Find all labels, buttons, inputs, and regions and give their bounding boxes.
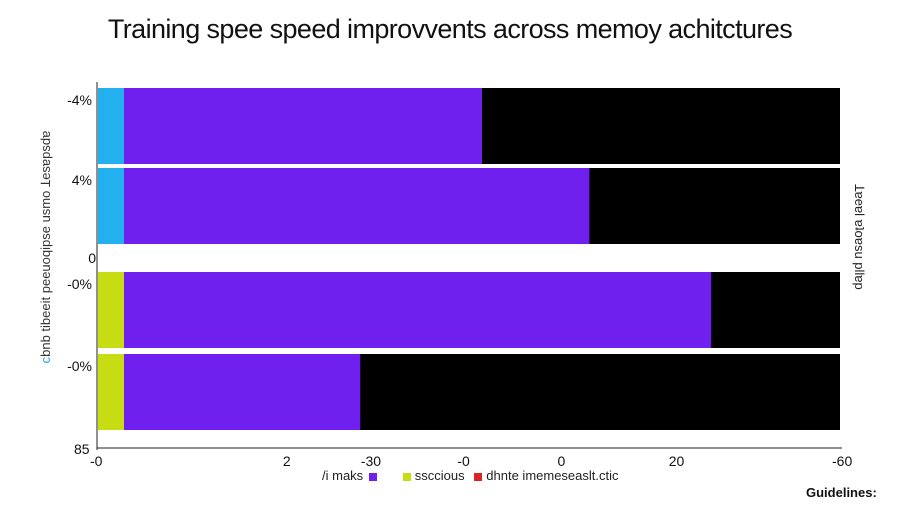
legend-label-1: ssccious bbox=[414, 468, 465, 483]
legend: /i maks ssccious dhnte imemeseaslt.ctic bbox=[322, 468, 619, 483]
bar-1 bbox=[124, 168, 590, 244]
x-tick-label-1: 2 bbox=[282, 453, 291, 469]
y-axis-label-left-accent: c bbox=[38, 356, 53, 364]
bar-prefix-1 bbox=[98, 168, 124, 244]
x-tick-label-0: -0 bbox=[90, 453, 103, 469]
bar-2 bbox=[124, 272, 712, 348]
bar-0 bbox=[124, 88, 482, 164]
legend-swatch-2 bbox=[474, 472, 483, 481]
chart-title: Training spee speed improvvents across m… bbox=[107, 14, 793, 44]
y-tick-label-3: -0% bbox=[67, 358, 92, 374]
x-tick-label-3: -0 bbox=[457, 453, 470, 469]
legend-label-2: dhnte imemeseaslt.ctic bbox=[486, 468, 619, 483]
y-tick-label-1: 4% bbox=[71, 172, 92, 188]
x-tick-label-4: 0 bbox=[557, 453, 566, 469]
bars-group bbox=[98, 88, 840, 430]
y-axis-label-left-text: bnb tibeeit peeuoqipse usmo Ʇesɐpsdɐ bbox=[38, 130, 53, 357]
legend-swatch-1 bbox=[402, 472, 411, 481]
bar-prefix-3 bbox=[98, 354, 124, 430]
x-tick-label-5: 20 bbox=[668, 453, 685, 469]
x-tick-label-6: -60 bbox=[832, 453, 853, 469]
y-axis-label-right: Ʇɐeɐl ɐʇoɐsu pllɐp bbox=[852, 184, 867, 290]
y-tick-extra-zero: 0 bbox=[88, 250, 96, 266]
bar-prefix-2 bbox=[98, 272, 124, 348]
legend-swatch-0 bbox=[369, 472, 378, 481]
legend-label-0: /i maks bbox=[322, 468, 364, 483]
y-tick-label-0: -4% bbox=[67, 92, 92, 108]
y-tick-extra-bottom: 85 bbox=[74, 441, 90, 457]
y-tick-label-2: -0% bbox=[67, 276, 92, 292]
bar-prefix-0 bbox=[98, 88, 124, 164]
y-axis-label-left: cbnb tibeeit peeuoqipse usmo Ʇesɐpsdɐ bbox=[36, 107, 54, 387]
footer-label: Guidelines: bbox=[806, 485, 877, 500]
bar-3 bbox=[124, 354, 361, 430]
x-tick-label-2: -30 bbox=[360, 453, 382, 469]
